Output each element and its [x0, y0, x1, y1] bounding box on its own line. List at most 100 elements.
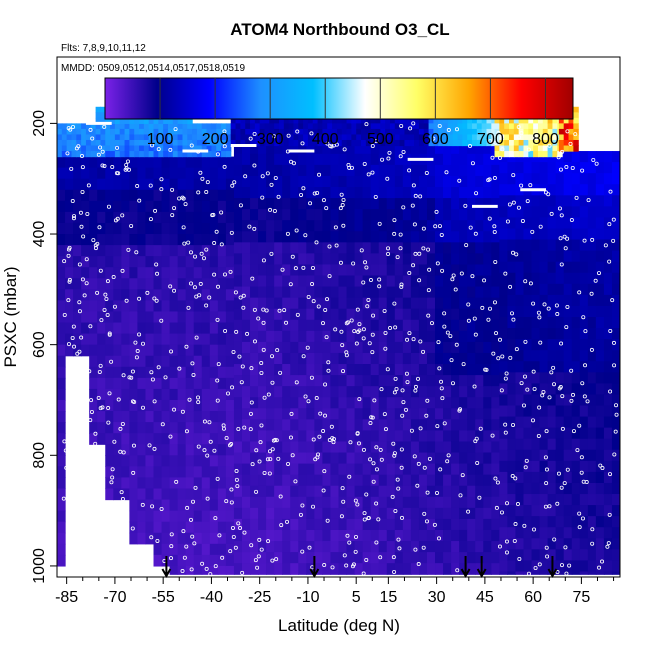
heat-cell: [362, 375, 372, 387]
sample-point: [140, 341, 145, 346]
heat-cell: [354, 386, 364, 398]
heat-cell: [137, 455, 147, 467]
sample-point: [442, 421, 447, 426]
colorbar-tick-label: 100: [147, 131, 174, 148]
heat-cell: [515, 195, 525, 207]
sample-point: [243, 174, 248, 179]
sample-point: [100, 163, 105, 168]
heat-cell: [611, 261, 620, 274]
heat-cell: [250, 518, 259, 531]
sample-point: [356, 441, 361, 446]
heat-cell: [426, 507, 436, 520]
heat-cell: [89, 311, 98, 324]
sample-point: [580, 381, 585, 386]
heat-cell: [426, 264, 436, 277]
upper-cell: [457, 134, 463, 141]
sample-point: [98, 268, 103, 273]
sample-point: [267, 471, 272, 476]
heat-cell: [298, 397, 307, 409]
heat-cell: [443, 253, 452, 266]
heat-cell: [483, 275, 492, 288]
heat-cell: [410, 563, 420, 575]
sample-point: [555, 501, 560, 506]
heat-cell: [523, 538, 533, 550]
heat-cell: [394, 175, 404, 188]
heat-cell: [209, 411, 219, 423]
heat-cell: [338, 220, 348, 232]
heat-cell: [459, 242, 468, 254]
heat-cell: [467, 507, 476, 520]
heat-cell: [153, 211, 163, 224]
heat-cell: [217, 322, 227, 335]
heat-cell: [298, 375, 307, 387]
heat-cell: [177, 422, 187, 434]
heat-cell: [467, 364, 476, 376]
heat-cell: [531, 283, 541, 296]
heat-cell: [65, 222, 74, 235]
heat-cell: [555, 250, 565, 263]
heat-cell: [499, 361, 508, 373]
sample-point: [379, 457, 384, 462]
heat-cell: [491, 419, 500, 432]
heat-cell: [290, 452, 299, 465]
high-ozone-cell: [563, 128, 570, 136]
heat-cell: [225, 234, 235, 246]
heat-cell: [282, 552, 291, 564]
sample-point: [268, 207, 273, 212]
heat-cell: [258, 319, 267, 332]
heat-cell: [217, 256, 227, 268]
low-band-cell: [153, 151, 159, 158]
upper-cell: [380, 128, 386, 136]
heat-cell: [113, 377, 122, 390]
sample-point: [187, 397, 192, 402]
heat-cell: [193, 355, 203, 368]
sample-point: [499, 388, 504, 393]
heat-cell: [475, 541, 484, 553]
heat-cell: [250, 198, 259, 210]
sample-point: [545, 554, 550, 559]
high-ozone-cell: [513, 151, 520, 158]
low-band-cell: [100, 128, 106, 136]
sample-point: [256, 554, 261, 559]
sample-point: [449, 358, 454, 363]
heat-cell: [217, 300, 227, 313]
low-band-cell: [192, 128, 198, 136]
upper-cell: [433, 134, 439, 141]
heat-cell: [539, 416, 549, 429]
sample-point: [67, 279, 72, 284]
heat-cell: [499, 305, 508, 318]
sample-point: [261, 347, 266, 352]
heat-cell: [161, 211, 171, 224]
heat-cell: [475, 518, 484, 531]
heat-cell: [587, 195, 597, 207]
heat-cell: [282, 463, 291, 476]
sample-point: [577, 511, 582, 516]
upper-cell: [288, 134, 295, 141]
low-band-cell: [172, 123, 179, 130]
sample-point: [582, 238, 587, 243]
upper-cell: [312, 139, 319, 147]
upper-cell: [486, 117, 492, 124]
upper-cell: [303, 139, 309, 147]
heat-cell: [274, 153, 283, 166]
heat-cell: [571, 283, 581, 296]
heat-cell: [209, 222, 219, 235]
heat-cell: [611, 272, 620, 285]
heat-cell: [121, 278, 130, 290]
heat-cell: [354, 463, 364, 476]
heat-cell: [330, 364, 340, 376]
heat-cell: [258, 496, 267, 509]
upper-cell: [447, 134, 454, 141]
heat-cell: [515, 305, 525, 318]
heat-cell: [507, 449, 517, 462]
heat-cell: [426, 386, 436, 398]
heat-cell: [145, 388, 155, 401]
heat-cell: [250, 142, 259, 155]
low-band-cell: [216, 145, 222, 152]
low-band-cell: [134, 134, 140, 141]
sample-point: [181, 225, 186, 230]
heat-cell: [475, 485, 484, 498]
heat-cell: [410, 496, 420, 509]
heat-cell: [258, 153, 267, 166]
upper-cell: [293, 134, 299, 141]
